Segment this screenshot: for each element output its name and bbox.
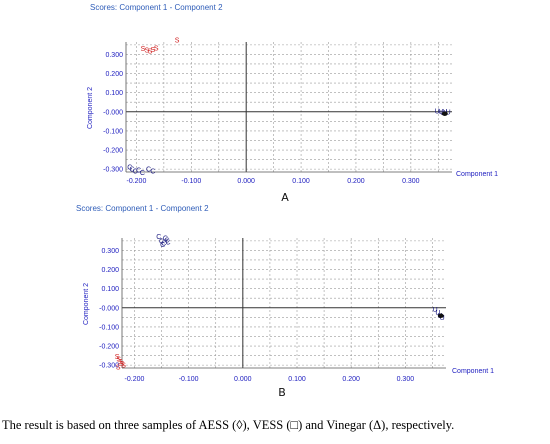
x-tick-label: 0.100 — [292, 178, 310, 185]
y-axis-label: Component 2 — [83, 283, 90, 325]
y-tick-label: -0.100 — [103, 128, 123, 135]
data-point: C — [150, 169, 155, 176]
data-point: S — [145, 48, 150, 55]
data-point: S — [154, 46, 159, 53]
data-point: S — [175, 38, 180, 45]
data-point: C — [159, 238, 164, 245]
data-point: C — [140, 170, 145, 177]
x-tick-label: -0.200 — [126, 178, 146, 185]
data-point: U — [435, 109, 440, 116]
y-tick-label: -0.200 — [103, 148, 123, 155]
x-tick-label: 0.100 — [288, 376, 306, 383]
data-point: U — [440, 315, 445, 322]
y-tick-label: -0.000 — [103, 109, 123, 116]
data-point: C — [160, 242, 165, 249]
y-axis-label: Component 2 — [87, 87, 94, 129]
x-tick-label: 0.200 — [342, 376, 360, 383]
data-point: S — [116, 365, 121, 372]
data-point: U — [446, 109, 451, 116]
y-tick-label: -0.300 — [103, 167, 123, 174]
figure-caption: The result is based on three samples of … — [2, 418, 455, 432]
y-tick-label: 0.200 — [105, 71, 123, 78]
panel-label: B — [278, 386, 286, 399]
y-tick-label: 0.200 — [101, 267, 119, 274]
point-cluster-marker — [437, 313, 444, 318]
y-tick-label: -0.100 — [99, 324, 119, 331]
chart-panel-a: Scores: Component 1 - Component 2-0.200-… — [87, 3, 498, 204]
y-tick-label: -0.000 — [99, 305, 119, 312]
y-tick-label: -0.200 — [99, 344, 119, 351]
data-point: C — [130, 166, 135, 173]
y-tick-label: 0.300 — [105, 52, 123, 59]
data-point: S — [121, 363, 126, 370]
x-tick-label: -0.100 — [179, 376, 199, 383]
x-tick-label: -0.100 — [181, 178, 201, 185]
x-tick-label: 0.300 — [402, 178, 420, 185]
data-point: C — [163, 236, 168, 243]
data-point: U — [433, 307, 438, 314]
x-tick-label: 0.000 — [237, 178, 255, 185]
data-point: S — [116, 357, 121, 364]
y-tick-label: -0.300 — [99, 363, 119, 370]
data-point: S — [151, 47, 156, 54]
chart-panel-b: Scores: Component 1 - Component 2-0.200-… — [76, 204, 494, 399]
data-point: C — [164, 237, 169, 244]
y-tick-label: 0.300 — [101, 248, 119, 255]
chart-title: Scores: Component 1 - Component 2 — [76, 204, 209, 213]
x-tick-label: 0.200 — [347, 178, 365, 185]
data-point: U — [435, 310, 440, 317]
data-point: C — [133, 169, 138, 176]
data-point: C — [156, 234, 161, 241]
point-cluster-marker — [441, 111, 448, 116]
x-tick-label: -0.200 — [125, 376, 145, 383]
y-tick-label: 0.100 — [105, 90, 123, 97]
data-point: C — [127, 164, 132, 171]
data-point: C — [161, 240, 166, 247]
data-point: C — [136, 168, 141, 175]
x-axis-label: Component 1 — [452, 368, 494, 375]
data-point: S — [148, 48, 153, 55]
x-tick-label: 0.000 — [234, 376, 252, 383]
data-point: S — [118, 359, 123, 366]
data-point: S — [120, 361, 125, 368]
data-point: S — [141, 46, 146, 53]
x-axis-label: Component 1 — [456, 171, 498, 178]
data-point: C — [166, 239, 171, 246]
data-point: S — [115, 354, 120, 361]
data-point: C — [146, 167, 151, 174]
panel-label: A — [281, 191, 289, 204]
x-tick-label: 0.300 — [397, 376, 415, 383]
chart-title: Scores: Component 1 - Component 2 — [90, 3, 223, 12]
y-tick-label: 0.100 — [101, 286, 119, 293]
data-point: U — [438, 109, 443, 116]
